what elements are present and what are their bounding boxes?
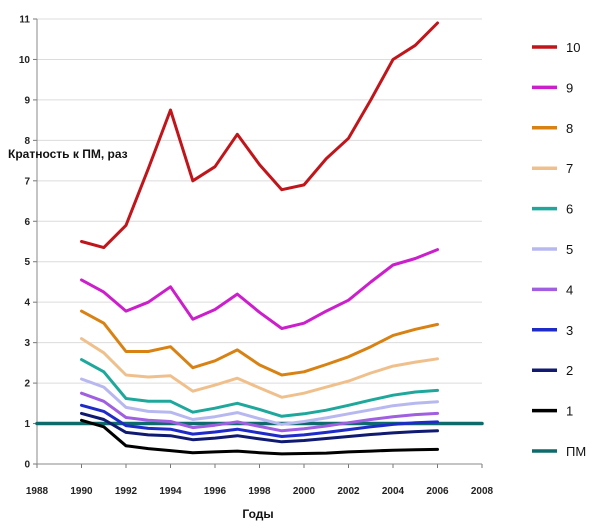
series-line-7	[80, 337, 439, 399]
series-line-6	[80, 358, 439, 418]
y-tick-label: 8	[24, 136, 30, 147]
series-line-2	[80, 411, 439, 444]
x-tick-label: 1990	[70, 486, 93, 497]
y-tick-label: 6	[24, 217, 30, 228]
x-tick-label: 1996	[204, 486, 227, 497]
legend: 10 9 8 7 6 5 4 3 2 1 ПМ	[532, 40, 586, 459]
grid	[37, 18, 482, 465]
series-lines	[35, 21, 484, 456]
y-tick-label: 11	[19, 15, 30, 26]
legend-label: 4	[566, 282, 573, 297]
y-tick-label: 10	[19, 55, 31, 66]
series-line-4	[80, 391, 439, 433]
legend-label: 1	[566, 404, 573, 419]
x-tick-label: 2002	[337, 486, 360, 497]
legend-label: 6	[566, 202, 573, 217]
x-tick-label: 1998	[248, 486, 271, 497]
y-tick-label: 1	[24, 419, 30, 430]
series-line-3	[80, 403, 439, 438]
x-tick-label: 2004	[382, 486, 405, 497]
series-line-10	[80, 21, 439, 250]
legend-label: 10	[566, 40, 580, 55]
series-line-8	[80, 309, 439, 377]
y-tick-labels: 0 1 2 3 4 5 6 7 8 9 10 11	[19, 15, 31, 471]
x-axis-title: Годы	[242, 507, 273, 521]
y-tick-label: 2	[24, 379, 30, 390]
legend-label: 7	[566, 161, 573, 176]
y-tick-label: 7	[24, 176, 30, 187]
y-tick-label: 4	[24, 298, 30, 309]
y-tick-label: 9	[24, 95, 30, 106]
legend-label: ПМ	[566, 444, 586, 459]
legend-label: 5	[566, 242, 573, 257]
y-tick-label: 5	[24, 257, 30, 268]
legend-label: 9	[566, 80, 573, 95]
legend-label: 3	[566, 323, 573, 338]
x-tick-label: 1994	[159, 486, 182, 497]
series-line-5	[80, 377, 439, 426]
x-tick-labels: 1988 1990 1992 1994 1996 1998 2000 2002 2004 2006…	[26, 486, 494, 497]
y-tick-label: 3	[24, 338, 30, 349]
y-tick-label: 0	[24, 460, 30, 471]
x-tick-label: 2000	[293, 486, 316, 497]
y-axis-title: Кратность к ПМ, раз	[8, 147, 128, 161]
x-tick-label: 2006	[426, 486, 449, 497]
series-line-9	[80, 248, 439, 330]
series-line-1	[80, 418, 439, 456]
legend-label: 2	[566, 363, 573, 378]
legend-label: 8	[566, 121, 573, 136]
x-tick-label: 1988	[26, 486, 49, 497]
x-tick-label: 2008	[471, 486, 494, 497]
x-tick-label: 1992	[115, 486, 138, 497]
